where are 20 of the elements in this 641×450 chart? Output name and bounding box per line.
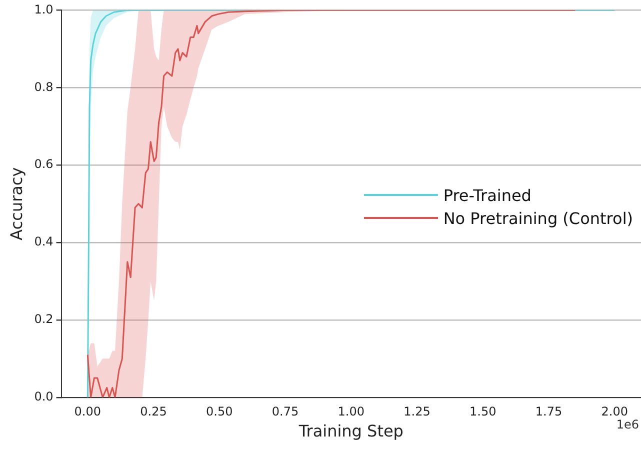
legend-label: No Pretraining (Control) [443, 208, 633, 230]
y-tick-label: 0.8 [34, 80, 54, 94]
x-tick-label: 2.00 [601, 404, 628, 419]
x-axis-title: Training Step [298, 422, 404, 441]
y-tick-label: 0.0 [34, 390, 54, 404]
x-tick-label: 0.25 [140, 404, 167, 419]
x-tick-label: 0.50 [206, 404, 233, 419]
y-tick-label: 0.2 [34, 312, 54, 326]
x-tick-label: 1.00 [338, 404, 364, 419]
y-tick-label: 1.0 [34, 2, 54, 16]
x-tick-label: 1.25 [404, 404, 430, 419]
x-tick-label: 0.75 [272, 404, 299, 419]
y-axis-title: Accuracy [6, 167, 26, 240]
y-tick-label: 0.6 [34, 157, 54, 172]
x-tick-label: 1.50 [470, 404, 496, 419]
x-tick-label: 0.00 [74, 404, 101, 419]
text: 1e6 [616, 418, 639, 432]
legend-label: Pre-Trained [443, 184, 532, 207]
x-tick-label: 1.75 [535, 404, 562, 419]
y-tick-label: 0.4 [34, 234, 54, 249]
